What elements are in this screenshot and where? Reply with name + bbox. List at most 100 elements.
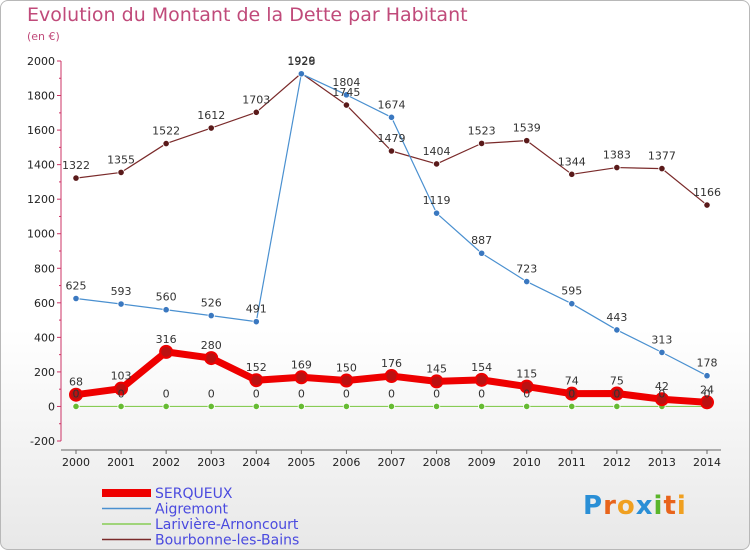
data-label: 1322 xyxy=(62,159,90,172)
data-label: 0 xyxy=(388,387,395,400)
x-tick-label: 2009 xyxy=(468,456,496,469)
data-label: 42 xyxy=(655,380,669,393)
data-point xyxy=(613,163,621,172)
data-point xyxy=(252,402,260,411)
data-label: 280 xyxy=(201,339,222,352)
data-label: 1383 xyxy=(603,149,631,162)
data-point xyxy=(294,370,309,385)
x-tick-label: 2008 xyxy=(423,456,451,469)
data-label: 595 xyxy=(561,285,582,298)
data-label: 1377 xyxy=(648,150,676,163)
data-label: 0 xyxy=(568,387,575,400)
x-tick-label: 2005 xyxy=(287,456,315,469)
data-point xyxy=(159,344,174,359)
data-label: 1119 xyxy=(423,194,451,207)
data-label: 491 xyxy=(246,303,267,316)
data-label: 0 xyxy=(478,387,485,400)
logo-letter: t xyxy=(663,491,677,521)
data-label: 24 xyxy=(700,383,714,396)
data-label: 74 xyxy=(565,375,579,388)
data-label: 0 xyxy=(163,387,170,400)
data-label: 1929 xyxy=(287,54,315,67)
data-point xyxy=(703,201,711,209)
data-point xyxy=(72,294,80,303)
data-label: 0 xyxy=(208,387,215,400)
data-point xyxy=(204,351,219,366)
data-label: 1355 xyxy=(107,153,135,166)
series-layer xyxy=(69,69,714,411)
y-tick-label: 1800 xyxy=(27,90,55,103)
data-point xyxy=(700,395,714,410)
y-tick-label: 800 xyxy=(34,262,55,275)
x-tick-label: 2010 xyxy=(513,456,541,469)
data-label: 1522 xyxy=(152,125,180,138)
data-point xyxy=(162,402,170,411)
y-tick-label: -200 xyxy=(30,435,55,448)
data-point xyxy=(162,306,170,314)
data-point xyxy=(478,139,486,147)
x-tick-label: 2001 xyxy=(107,456,135,469)
legend-label: Aigremont xyxy=(155,502,228,518)
data-point xyxy=(249,373,264,388)
data-label: 0 xyxy=(343,387,350,400)
data-label: 1539 xyxy=(513,122,541,135)
x-tick-label: 2003 xyxy=(197,456,225,469)
legend-label: SERQUEUX xyxy=(155,486,233,502)
data-label: 0 xyxy=(253,387,260,400)
data-point xyxy=(658,165,666,173)
data-point xyxy=(297,402,305,411)
chart-legend: SERQUEUXAigremontLarivière-ArnoncourtBou… xyxy=(102,486,299,549)
y-tick-label: 1400 xyxy=(27,159,55,172)
logo-letter: i xyxy=(653,491,664,521)
data-point xyxy=(478,249,486,257)
data-point xyxy=(613,402,621,411)
data-label: 0 xyxy=(704,387,711,400)
legend-label: Bourbonne-les-Bains xyxy=(155,533,299,549)
logo-letter: P xyxy=(583,491,604,521)
data-point xyxy=(658,348,666,356)
data-label: 313 xyxy=(651,333,672,346)
data-point xyxy=(519,379,534,394)
data-label: 1166 xyxy=(693,186,721,199)
data-point xyxy=(207,124,215,132)
y-tick-label: 600 xyxy=(34,297,55,310)
data-label: 178 xyxy=(697,357,718,370)
data-label: 154 xyxy=(471,361,492,374)
data-point xyxy=(523,137,531,145)
data-point xyxy=(432,209,441,217)
x-tick-label: 2013 xyxy=(648,456,676,469)
logo-letter: o xyxy=(616,491,636,521)
data-label: 1344 xyxy=(558,155,586,168)
data-label: 0 xyxy=(433,387,440,400)
data-point xyxy=(207,402,215,411)
data-label: 1479 xyxy=(378,132,406,145)
data-point xyxy=(523,402,531,411)
data-label: 176 xyxy=(381,357,402,370)
series-serqueux xyxy=(69,344,714,410)
data-point xyxy=(387,402,396,411)
data-label: 887 xyxy=(471,234,492,247)
y-tick-label: 1200 xyxy=(27,193,55,206)
data-point xyxy=(474,372,489,387)
data-point xyxy=(162,139,170,148)
data-label: 1926 xyxy=(287,55,315,68)
data-point xyxy=(564,386,579,401)
data-point xyxy=(568,300,576,308)
data-point xyxy=(252,108,260,116)
data-label: 103 xyxy=(111,370,132,383)
data-point xyxy=(478,402,486,411)
logo-letter: r xyxy=(603,491,617,521)
y-tick-label: 400 xyxy=(34,331,55,344)
data-point xyxy=(568,170,576,178)
data-point xyxy=(117,300,125,308)
data-label: 625 xyxy=(66,280,87,293)
data-point xyxy=(384,369,399,384)
data-point xyxy=(523,277,531,286)
x-tick-label: 2014 xyxy=(693,456,721,469)
x-tick-label: 2011 xyxy=(558,456,586,469)
data-label: 560 xyxy=(156,291,177,304)
data-point xyxy=(342,101,351,109)
data-label: 0 xyxy=(613,387,620,400)
data-label: 1404 xyxy=(423,145,451,158)
